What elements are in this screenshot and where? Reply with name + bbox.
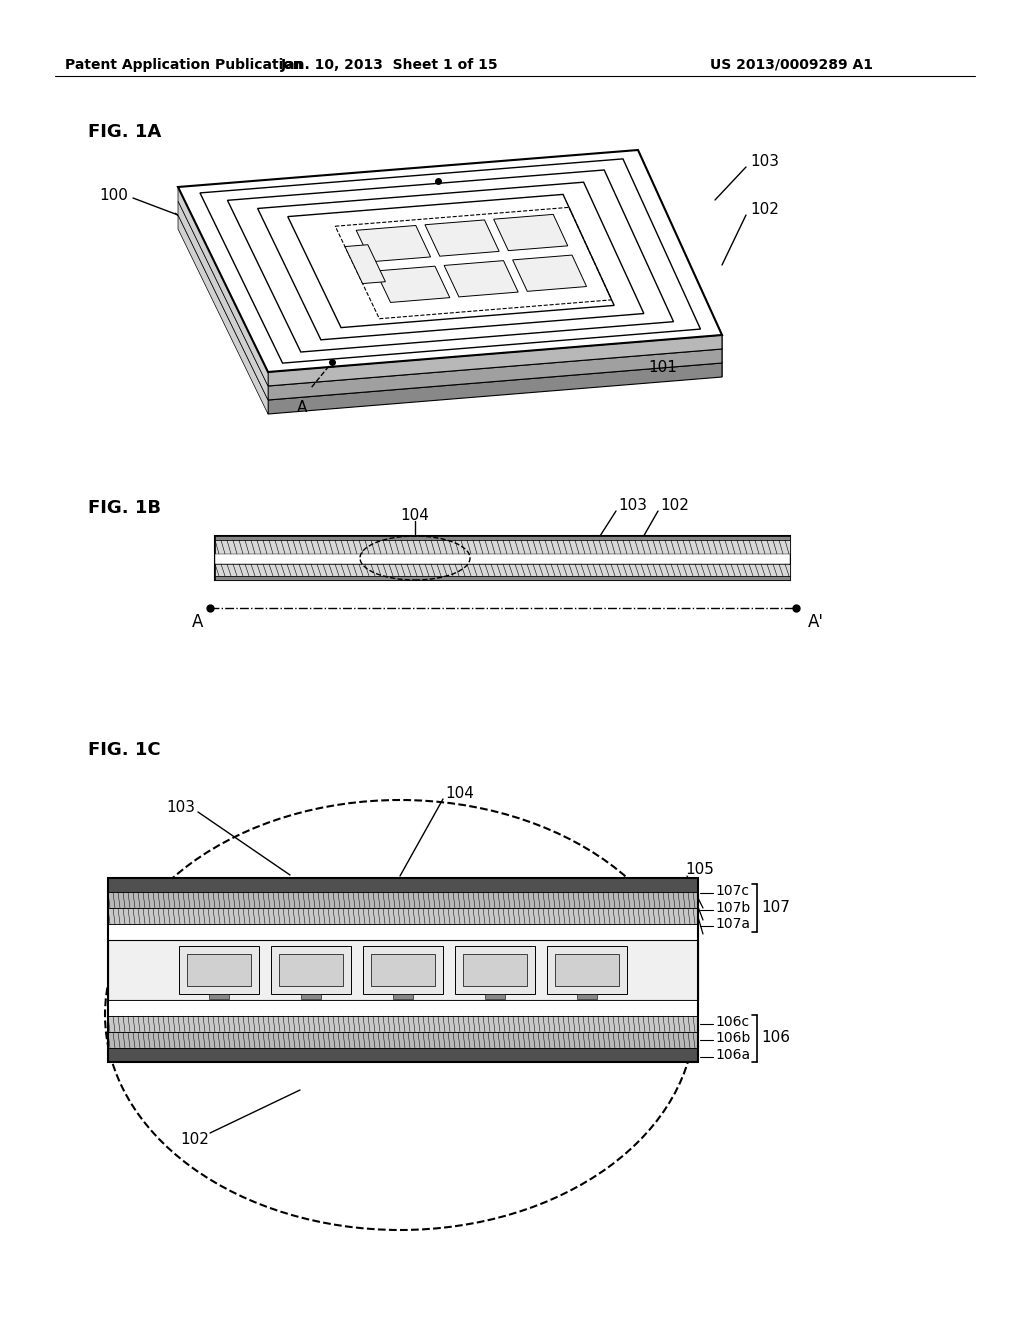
Polygon shape [271, 946, 351, 994]
Polygon shape [215, 540, 790, 554]
Polygon shape [455, 946, 535, 994]
Polygon shape [268, 335, 722, 385]
Text: US 2013/0009289 A1: US 2013/0009289 A1 [710, 58, 873, 73]
Polygon shape [485, 994, 505, 999]
Text: 104: 104 [400, 507, 429, 523]
Polygon shape [215, 564, 790, 576]
Polygon shape [215, 554, 790, 564]
Polygon shape [108, 1032, 698, 1048]
Text: 107a: 107a [715, 917, 750, 931]
Polygon shape [279, 954, 343, 986]
Polygon shape [215, 576, 790, 579]
Polygon shape [577, 994, 597, 999]
Text: FIG. 1B: FIG. 1B [88, 499, 161, 517]
Text: A': A' [808, 612, 824, 631]
Text: FIG. 1A: FIG. 1A [88, 123, 161, 141]
Polygon shape [215, 536, 790, 540]
Text: 106a: 106a [715, 1048, 751, 1063]
Text: 107: 107 [761, 900, 790, 916]
Polygon shape [555, 954, 618, 986]
Polygon shape [108, 1016, 698, 1032]
Polygon shape [494, 214, 567, 251]
Polygon shape [268, 363, 722, 414]
Polygon shape [547, 946, 627, 994]
Text: Patent Application Publication: Patent Application Publication [65, 58, 303, 73]
Polygon shape [187, 954, 251, 986]
Polygon shape [268, 348, 722, 400]
Text: 103: 103 [750, 154, 779, 169]
Polygon shape [108, 1001, 698, 1016]
Text: 102: 102 [180, 1133, 210, 1147]
Text: 100: 100 [99, 187, 128, 202]
Polygon shape [513, 255, 587, 292]
Text: A: A [297, 400, 307, 414]
Text: 107b: 107b [715, 902, 751, 915]
Text: 107c: 107c [715, 884, 749, 898]
Polygon shape [356, 226, 431, 261]
Polygon shape [301, 994, 321, 999]
Text: A': A' [445, 164, 461, 180]
Text: 103: 103 [618, 498, 647, 512]
Text: FIG. 1C: FIG. 1C [88, 741, 161, 759]
Text: 106c: 106c [715, 1015, 750, 1030]
Polygon shape [178, 215, 268, 414]
Polygon shape [215, 536, 790, 579]
Polygon shape [463, 954, 527, 986]
Text: 102: 102 [660, 498, 689, 512]
Polygon shape [108, 1048, 698, 1063]
Polygon shape [393, 994, 413, 999]
Polygon shape [108, 892, 698, 908]
Polygon shape [108, 940, 698, 1001]
Polygon shape [108, 924, 698, 940]
Text: Jan. 10, 2013  Sheet 1 of 15: Jan. 10, 2013 Sheet 1 of 15 [282, 58, 499, 73]
Text: 103: 103 [166, 800, 195, 816]
Polygon shape [425, 220, 499, 256]
Text: 101: 101 [648, 360, 677, 375]
Text: 106b: 106b [715, 1031, 751, 1045]
Text: 106: 106 [761, 1031, 790, 1045]
Polygon shape [108, 878, 698, 892]
Polygon shape [178, 201, 268, 400]
Polygon shape [108, 908, 698, 924]
Polygon shape [362, 946, 443, 994]
Text: 104: 104 [445, 785, 474, 800]
Text: 102: 102 [750, 202, 779, 218]
Polygon shape [178, 150, 722, 372]
Polygon shape [638, 178, 722, 378]
Polygon shape [638, 164, 722, 363]
Polygon shape [638, 150, 722, 348]
Text: A: A [193, 612, 204, 631]
Polygon shape [345, 244, 385, 284]
Polygon shape [376, 267, 450, 302]
Polygon shape [209, 994, 229, 999]
Polygon shape [444, 260, 518, 297]
Polygon shape [178, 187, 268, 385]
Polygon shape [371, 954, 435, 986]
Polygon shape [179, 946, 259, 994]
Text: 105: 105 [685, 862, 714, 878]
